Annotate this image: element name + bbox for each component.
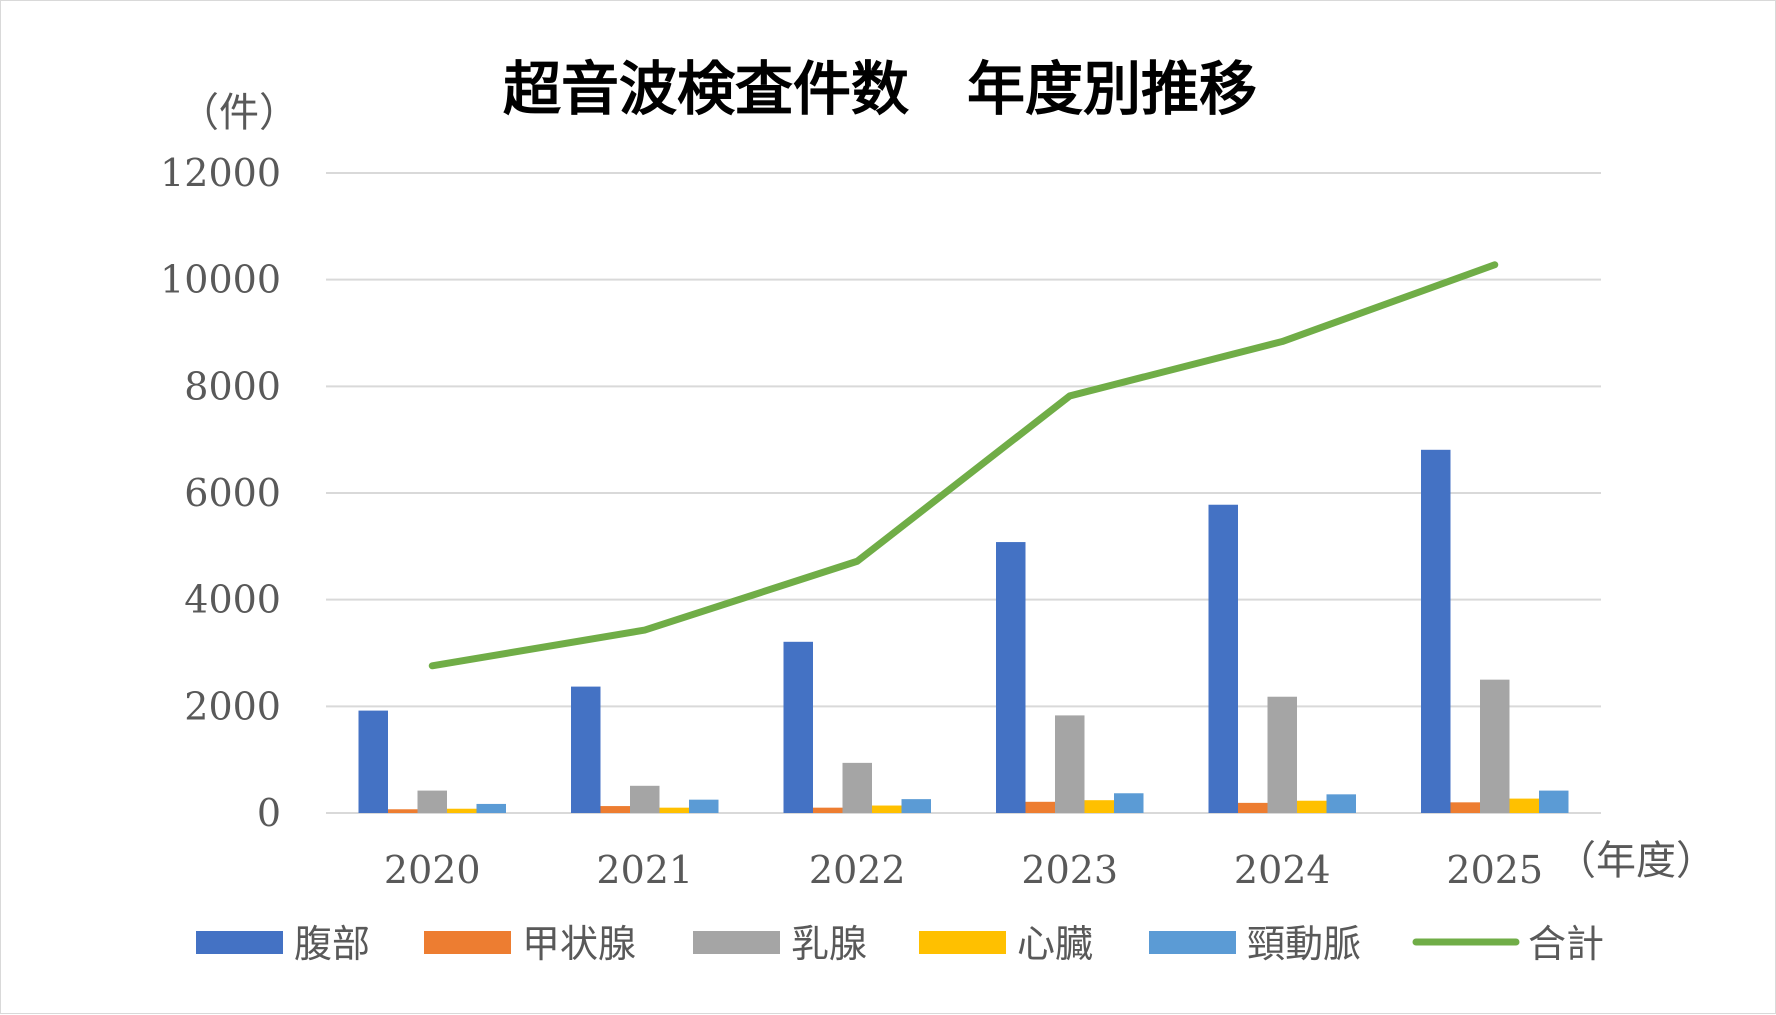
- series-line-total: [428, 261, 1499, 670]
- legend-swatch: [919, 931, 1006, 954]
- bar: [901, 799, 931, 813]
- x-tick-label: 2023: [1021, 848, 1118, 892]
- y-tick-label: 10000: [160, 258, 281, 302]
- bar: [571, 686, 601, 813]
- legend-label: 心臓: [1017, 922, 1093, 966]
- bar: [872, 805, 902, 813]
- y-tick-label: 2000: [184, 684, 281, 728]
- tick-layer: 0 2000 4000 6000 8000 10000 12000 2020 2021 2022 2…: [160, 151, 1543, 892]
- bar: [1421, 449, 1451, 813]
- y-tick-label: 8000: [184, 364, 281, 408]
- legend: 腹部 甲状腺 乳腺 心臓 頸動脈 合計: [196, 922, 1604, 966]
- bar: [1238, 802, 1268, 813]
- legend-swatch: [424, 931, 511, 954]
- bar: [358, 710, 388, 813]
- x-tick-label: 2022: [809, 848, 906, 892]
- chart-title: 超音波検査件数 年度別推移: [503, 55, 1257, 123]
- bar: [1208, 504, 1238, 813]
- bar: [388, 809, 418, 813]
- bar: [1114, 793, 1144, 813]
- bar: [630, 785, 660, 813]
- y-axis-unit-label: （件）: [179, 90, 299, 136]
- legend-swatch: [1149, 931, 1236, 954]
- legend-swatch: [196, 931, 283, 954]
- bar: [417, 790, 447, 813]
- y-tick-label: 6000: [184, 471, 281, 515]
- legend-label: 合計: [1528, 922, 1604, 966]
- bar: [1326, 794, 1356, 813]
- bar: [1480, 679, 1510, 813]
- x-tick-label: 2021: [596, 848, 693, 892]
- bar: [1055, 715, 1085, 813]
- bar: [447, 808, 477, 813]
- bar: [783, 641, 813, 813]
- y-tick-label: 4000: [184, 578, 281, 622]
- bar: [476, 803, 506, 813]
- y-tick-label: 0: [257, 791, 281, 835]
- x-tick-label: 2025: [1446, 848, 1543, 892]
- bar-layer: [358, 449, 1569, 813]
- bar: [842, 762, 872, 813]
- legend-swatch: [693, 931, 780, 954]
- bar: [600, 806, 630, 813]
- bar: [689, 799, 719, 813]
- bar: [813, 807, 843, 813]
- bar: [1267, 696, 1297, 813]
- grid-layer: [326, 172, 1601, 814]
- bar: [1450, 802, 1480, 813]
- legend-label: 腹部: [294, 922, 370, 966]
- bar: [1509, 798, 1539, 813]
- x-tick-label: 2020: [384, 848, 481, 892]
- legend-label: 頸動脈: [1247, 922, 1361, 966]
- bar: [996, 542, 1026, 813]
- bar: [1297, 800, 1327, 813]
- x-axis-unit-label: （年度）: [1556, 838, 1716, 884]
- legend-label: 甲状腺: [522, 922, 636, 966]
- bar: [1025, 801, 1055, 813]
- legend-label: 乳腺: [791, 922, 867, 966]
- bar: [659, 807, 689, 813]
- line-layer: [428, 261, 1499, 670]
- x-tick-label: 2024: [1234, 848, 1331, 892]
- y-tick-label: 12000: [160, 151, 281, 195]
- bar: [1539, 790, 1569, 813]
- bar: [1084, 800, 1114, 813]
